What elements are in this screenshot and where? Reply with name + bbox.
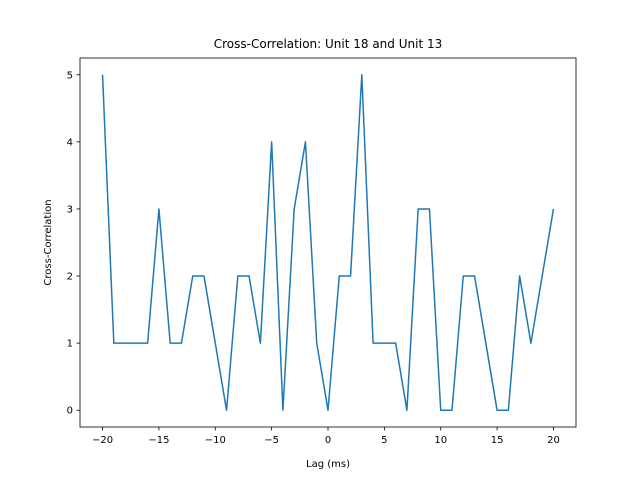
- y-axis-ticks: 0 1 2 3 4 5: [67, 70, 80, 417]
- x-axis-label: Lag (ms): [306, 459, 350, 470]
- y-tick-label: 4: [67, 137, 73, 148]
- x-tick-label: 15: [491, 435, 504, 446]
- x-tick-label: −20: [92, 435, 113, 446]
- x-tick-label: 20: [547, 435, 560, 446]
- x-tick-label: 0: [325, 435, 331, 446]
- x-tick-label: 10: [434, 435, 447, 446]
- x-tick-label: −5: [264, 435, 279, 446]
- y-tick-label: 2: [67, 272, 73, 283]
- y-tick-label: 3: [67, 204, 73, 215]
- x-tick-label: −15: [148, 435, 169, 446]
- chart-title: Cross-Correlation: Unit 18 and Unit 13: [214, 37, 442, 51]
- y-tick-label: 0: [67, 406, 73, 417]
- y-tick-label: 5: [67, 70, 73, 81]
- x-tick-label: 5: [381, 435, 387, 446]
- x-tick-label: −10: [205, 435, 226, 446]
- series-line: [101, 74, 555, 411]
- y-axis-label: Cross-Correlation: [43, 199, 54, 285]
- x-axis-ticks: −20 −15 −10 −5 0 5 10 15 20: [92, 427, 560, 446]
- y-tick-label: 1: [67, 339, 73, 350]
- plot-frame: [79, 57, 577, 428]
